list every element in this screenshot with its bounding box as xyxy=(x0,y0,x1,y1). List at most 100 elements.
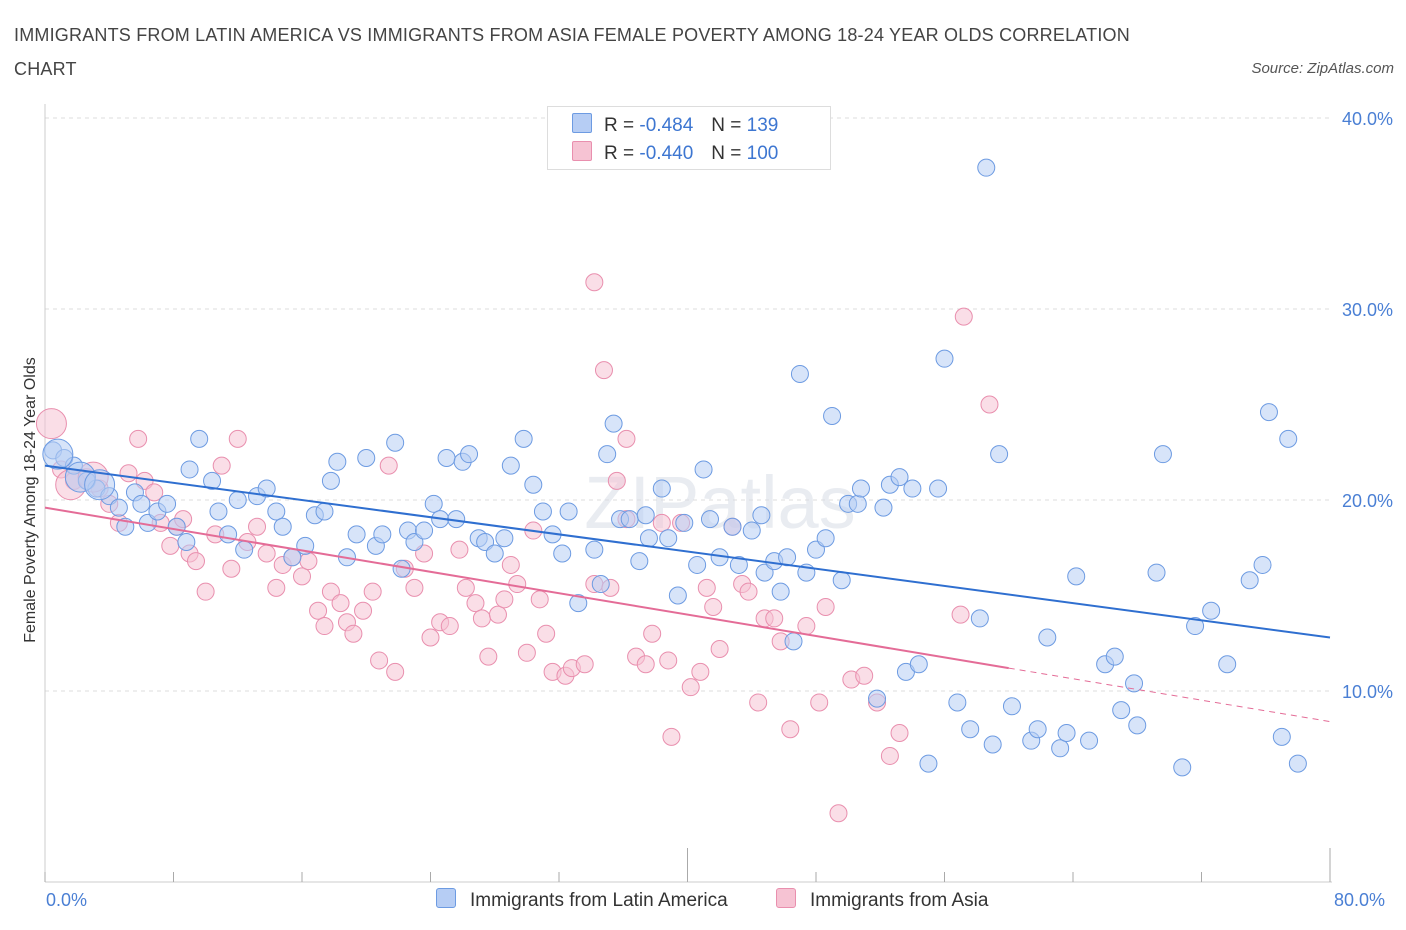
latin-america-point xyxy=(848,494,867,513)
legend-item-latin-america[interactable]: Immigrants from Latin America xyxy=(436,888,728,912)
latin-america-point xyxy=(591,575,610,594)
asia-point xyxy=(636,655,655,674)
latin-america-point xyxy=(460,445,479,464)
latin-america-point xyxy=(977,158,996,177)
y-tick-label: 40.0% xyxy=(1342,109,1393,129)
latin-america-point xyxy=(742,521,761,540)
latin-america-point xyxy=(929,479,948,498)
asia-point xyxy=(415,544,434,563)
latin-america-point xyxy=(209,502,228,521)
latin-america-point xyxy=(357,448,376,467)
latin-america-point xyxy=(109,498,128,517)
asia-point xyxy=(954,307,973,326)
latin-america-point xyxy=(1218,655,1237,674)
latin-america-point xyxy=(903,479,922,498)
latin-america-point xyxy=(970,609,989,628)
legend-swatch-blue xyxy=(436,888,456,908)
asia-point xyxy=(119,464,138,483)
latin-america-point xyxy=(203,471,222,490)
latin-america-point xyxy=(524,475,543,494)
asia-point xyxy=(739,582,758,601)
latin-america-point xyxy=(688,555,707,574)
latin-america-point xyxy=(424,494,443,513)
asia-point xyxy=(488,605,507,624)
trend-line-latin-america xyxy=(44,464,1331,639)
asia-point xyxy=(293,567,311,586)
legend-item-asia[interactable]: Immigrants from Asia xyxy=(776,888,988,912)
latin-america-point xyxy=(1002,697,1021,716)
latin-america-point xyxy=(816,529,835,548)
latin-america-point xyxy=(874,498,893,517)
asia-point xyxy=(495,590,514,609)
latin-america-point xyxy=(1279,429,1298,448)
asia-point xyxy=(659,651,678,670)
latin-america-point xyxy=(569,594,588,613)
latin-america-point xyxy=(405,533,424,552)
asia-point xyxy=(855,666,874,685)
asia-point xyxy=(797,617,816,636)
asia-point xyxy=(321,582,340,601)
latin-america-point xyxy=(585,540,604,559)
axes xyxy=(44,104,1332,883)
asia-point xyxy=(662,727,681,746)
legend-row-latin-america: R = -0.484 N = 139 xyxy=(572,113,778,137)
legend-n-value: 139 xyxy=(746,115,779,136)
latin-america-point xyxy=(167,517,186,536)
asia-point xyxy=(267,578,286,597)
asia-point xyxy=(248,517,267,536)
latin-america-point xyxy=(1259,403,1278,422)
asia-point xyxy=(466,594,485,613)
latin-america-point xyxy=(437,448,456,467)
asia-point xyxy=(405,578,424,597)
legend-swatch-blue xyxy=(572,113,592,133)
latin-america-point xyxy=(790,364,809,383)
latin-america-point xyxy=(485,544,504,563)
latin-america-point xyxy=(909,655,928,674)
latin-america-point xyxy=(1202,601,1221,620)
y-tick-label: 10.0% xyxy=(1342,682,1393,702)
latin-america-point xyxy=(630,552,649,571)
asia-point xyxy=(980,395,999,414)
latin-america-point xyxy=(273,517,292,536)
legend-r-value: -0.440 xyxy=(639,143,694,164)
latin-america-point xyxy=(1067,567,1086,586)
legend-label-latin-america: Immigrants from Latin America xyxy=(470,890,728,911)
latin-america-point xyxy=(771,582,790,601)
trend-line-asia xyxy=(44,506,1009,670)
latin-america-point xyxy=(1080,731,1099,750)
asia-point xyxy=(315,617,334,636)
asia-point xyxy=(537,624,556,643)
latin-america-point xyxy=(386,433,405,452)
asia-point xyxy=(161,536,180,555)
asia-point xyxy=(880,746,899,765)
latin-america-point xyxy=(1147,563,1166,582)
x-tick-label-max: 80.0% xyxy=(1334,890,1386,910)
latin-america-point xyxy=(1173,758,1192,777)
latin-america-point xyxy=(604,414,623,433)
latin-america-point xyxy=(328,452,347,471)
latin-america-point xyxy=(948,693,967,712)
asia-point xyxy=(331,594,350,613)
trend-lines xyxy=(44,464,1331,723)
asia-point xyxy=(585,273,604,292)
legend-swatch-pink xyxy=(776,888,796,908)
asia-point xyxy=(145,483,164,502)
asia-point xyxy=(607,471,626,490)
latin-america-point xyxy=(890,468,909,487)
latin-america-point xyxy=(652,479,671,498)
asia-point xyxy=(704,597,723,616)
legend-r-value: -0.484 xyxy=(639,115,694,136)
chart-title: IMMIGRANTS FROM LATIN AMERICA VS IMMIGRA… xyxy=(14,25,1130,79)
latin-america-point xyxy=(598,445,617,464)
asia-point xyxy=(379,456,398,475)
x-tick-label-min: 0.0% xyxy=(46,890,88,910)
latin-america-point xyxy=(219,525,238,544)
latin-america-point xyxy=(1112,701,1131,720)
asia-point xyxy=(594,361,613,380)
latin-america-point xyxy=(983,735,1002,754)
asia-point xyxy=(228,429,247,448)
legend-label-asia: Immigrants from Asia xyxy=(810,890,989,911)
latin-america-point xyxy=(257,479,276,498)
latin-america-point xyxy=(755,563,774,582)
latin-america-point xyxy=(868,689,887,708)
